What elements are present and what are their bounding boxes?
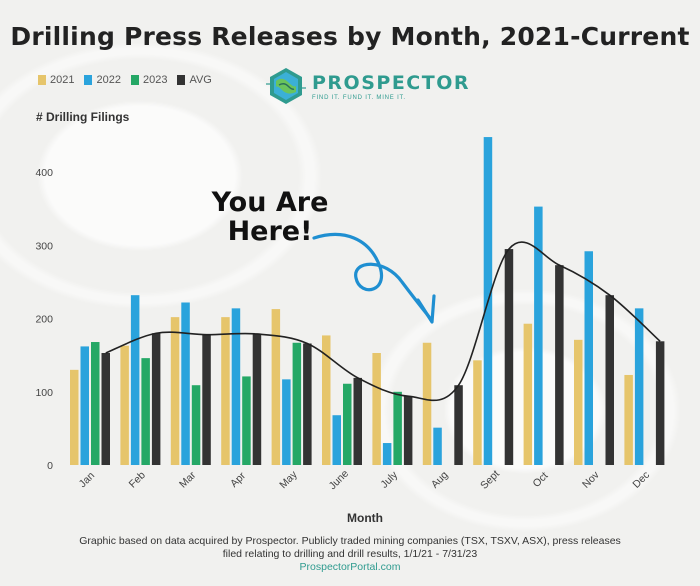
x-tick-label-june: June	[327, 467, 352, 492]
bar-2023-apr	[242, 376, 251, 465]
annotation-arrow	[312, 232, 432, 320]
bar-avg-aug	[454, 385, 463, 465]
bar-2022-oct	[534, 206, 543, 465]
legend-item-2023: 2023	[130, 74, 168, 86]
logo-name: PROSPECTOR	[312, 71, 470, 94]
legend-item-avg: AVG	[177, 74, 212, 86]
legend-label-2021: 2021	[50, 74, 75, 86]
x-tick-label-feb: Feb	[127, 469, 148, 490]
legend-label-2023: 2023	[142, 74, 168, 86]
prospector-logo: PROSPECTOR FIND IT. FUND IT. MINE IT.	[266, 66, 470, 106]
bar-2022-june	[332, 415, 341, 465]
y-tick-label: 300	[35, 240, 53, 252]
bar-2023-mar	[191, 385, 201, 465]
legend-item-2021: 2021	[38, 74, 74, 86]
bar-2021-mar	[170, 317, 180, 465]
bar-avg-sept	[504, 249, 514, 465]
annotation-text: You Are Here!	[200, 188, 340, 246]
bar-avg-mar	[202, 334, 211, 465]
hexagon-logo-icon	[266, 68, 306, 104]
bar-2023-june	[343, 383, 352, 465]
bar-avg-nov	[605, 295, 614, 465]
bar-avg-july	[403, 396, 413, 465]
x-tick-label-aug: Aug	[429, 469, 451, 491]
footnote-line-1: Graphic based on data acquired by Prospe…	[79, 535, 621, 547]
legend: 2021 2022 2023 AVG	[38, 74, 212, 86]
avg-trend-line	[105, 241, 661, 402]
y-tick-label: 0	[47, 460, 53, 472]
y-tick-label: 100	[35, 387, 53, 399]
bar-2023-feb	[141, 358, 150, 465]
bar-avg-feb	[151, 333, 161, 465]
bar-2021-oct	[523, 323, 533, 465]
bar-2021-jan	[70, 369, 79, 465]
logo-tagline: FIND IT. FUND IT. MINE IT.	[312, 94, 406, 101]
annotation-line-2: Here!	[227, 216, 313, 247]
x-tick-label-mar: Mar	[177, 469, 199, 491]
bar-avg-may	[303, 343, 312, 465]
bar-2022-jan	[80, 346, 89, 465]
x-tick-label-july: July	[378, 469, 400, 491]
bar-2021-may	[271, 309, 281, 465]
bar-2022-apr	[231, 308, 241, 465]
bar-avg-jan	[101, 353, 110, 465]
bar-2022-feb	[130, 295, 140, 465]
y-axis-label: # Drilling Filings	[36, 110, 130, 124]
x-tick-label-nov: Nov	[580, 469, 602, 491]
legend-swatch-2022	[84, 75, 93, 85]
x-tick-label-apr: Apr	[228, 470, 248, 490]
bar-2021-dec	[624, 374, 633, 465]
legend-swatch-2023	[130, 75, 139, 85]
legend-label-2022: 2022	[96, 74, 121, 86]
x-tick-label-dec: Dec	[630, 469, 652, 491]
footnote-link[interactable]: ProspectorPortal.com	[299, 561, 401, 573]
bar-2022-july	[382, 443, 392, 465]
y-tick-label: 400	[35, 167, 53, 179]
bar-avg-june	[353, 377, 362, 465]
bar-2021-nov	[574, 339, 583, 465]
bar-2021-july	[372, 353, 381, 465]
bar-2021-aug	[422, 342, 432, 465]
bar-2021-apr	[221, 317, 230, 465]
y-tick-label: 200	[35, 314, 53, 326]
bar-2022-mar	[181, 302, 190, 465]
x-tick-label-oct: Oct	[530, 470, 550, 490]
bar-2022-may	[282, 379, 291, 465]
legend-swatch-2021	[38, 75, 46, 85]
x-tick-label-sept: Sept	[478, 468, 502, 492]
x-tick-label-jan: Jan	[77, 470, 98, 491]
bar-2023-jan	[91, 342, 100, 465]
x-axis-label: Month	[347, 511, 383, 525]
bar-2023-may	[292, 342, 302, 465]
legend-swatch-avg	[177, 75, 186, 85]
footnote-line-2: filed relating to drilling and drill res…	[222, 548, 478, 560]
legend-label-avg: AVG	[189, 74, 212, 86]
chart-title: Drilling Press Releases by Month, 2021-C…	[10, 22, 690, 51]
bar-avg-dec	[655, 341, 665, 465]
bar-2021-sept	[473, 360, 482, 465]
x-tick-label-may: May	[277, 468, 300, 491]
bar-avg-apr	[252, 333, 262, 465]
bar-2023-july	[393, 391, 402, 465]
bar-2021-feb	[120, 345, 129, 465]
bar-2022-dec	[634, 308, 644, 465]
annotation-arrowhead-icon	[416, 294, 436, 324]
bar-avg-oct	[555, 265, 564, 465]
bar-2022-aug	[433, 427, 442, 465]
legend-item-2022: 2022	[84, 74, 121, 86]
bar-2022-nov	[584, 251, 593, 465]
annotation-line-1: You Are	[211, 187, 329, 218]
bar-2021-june	[322, 335, 331, 465]
